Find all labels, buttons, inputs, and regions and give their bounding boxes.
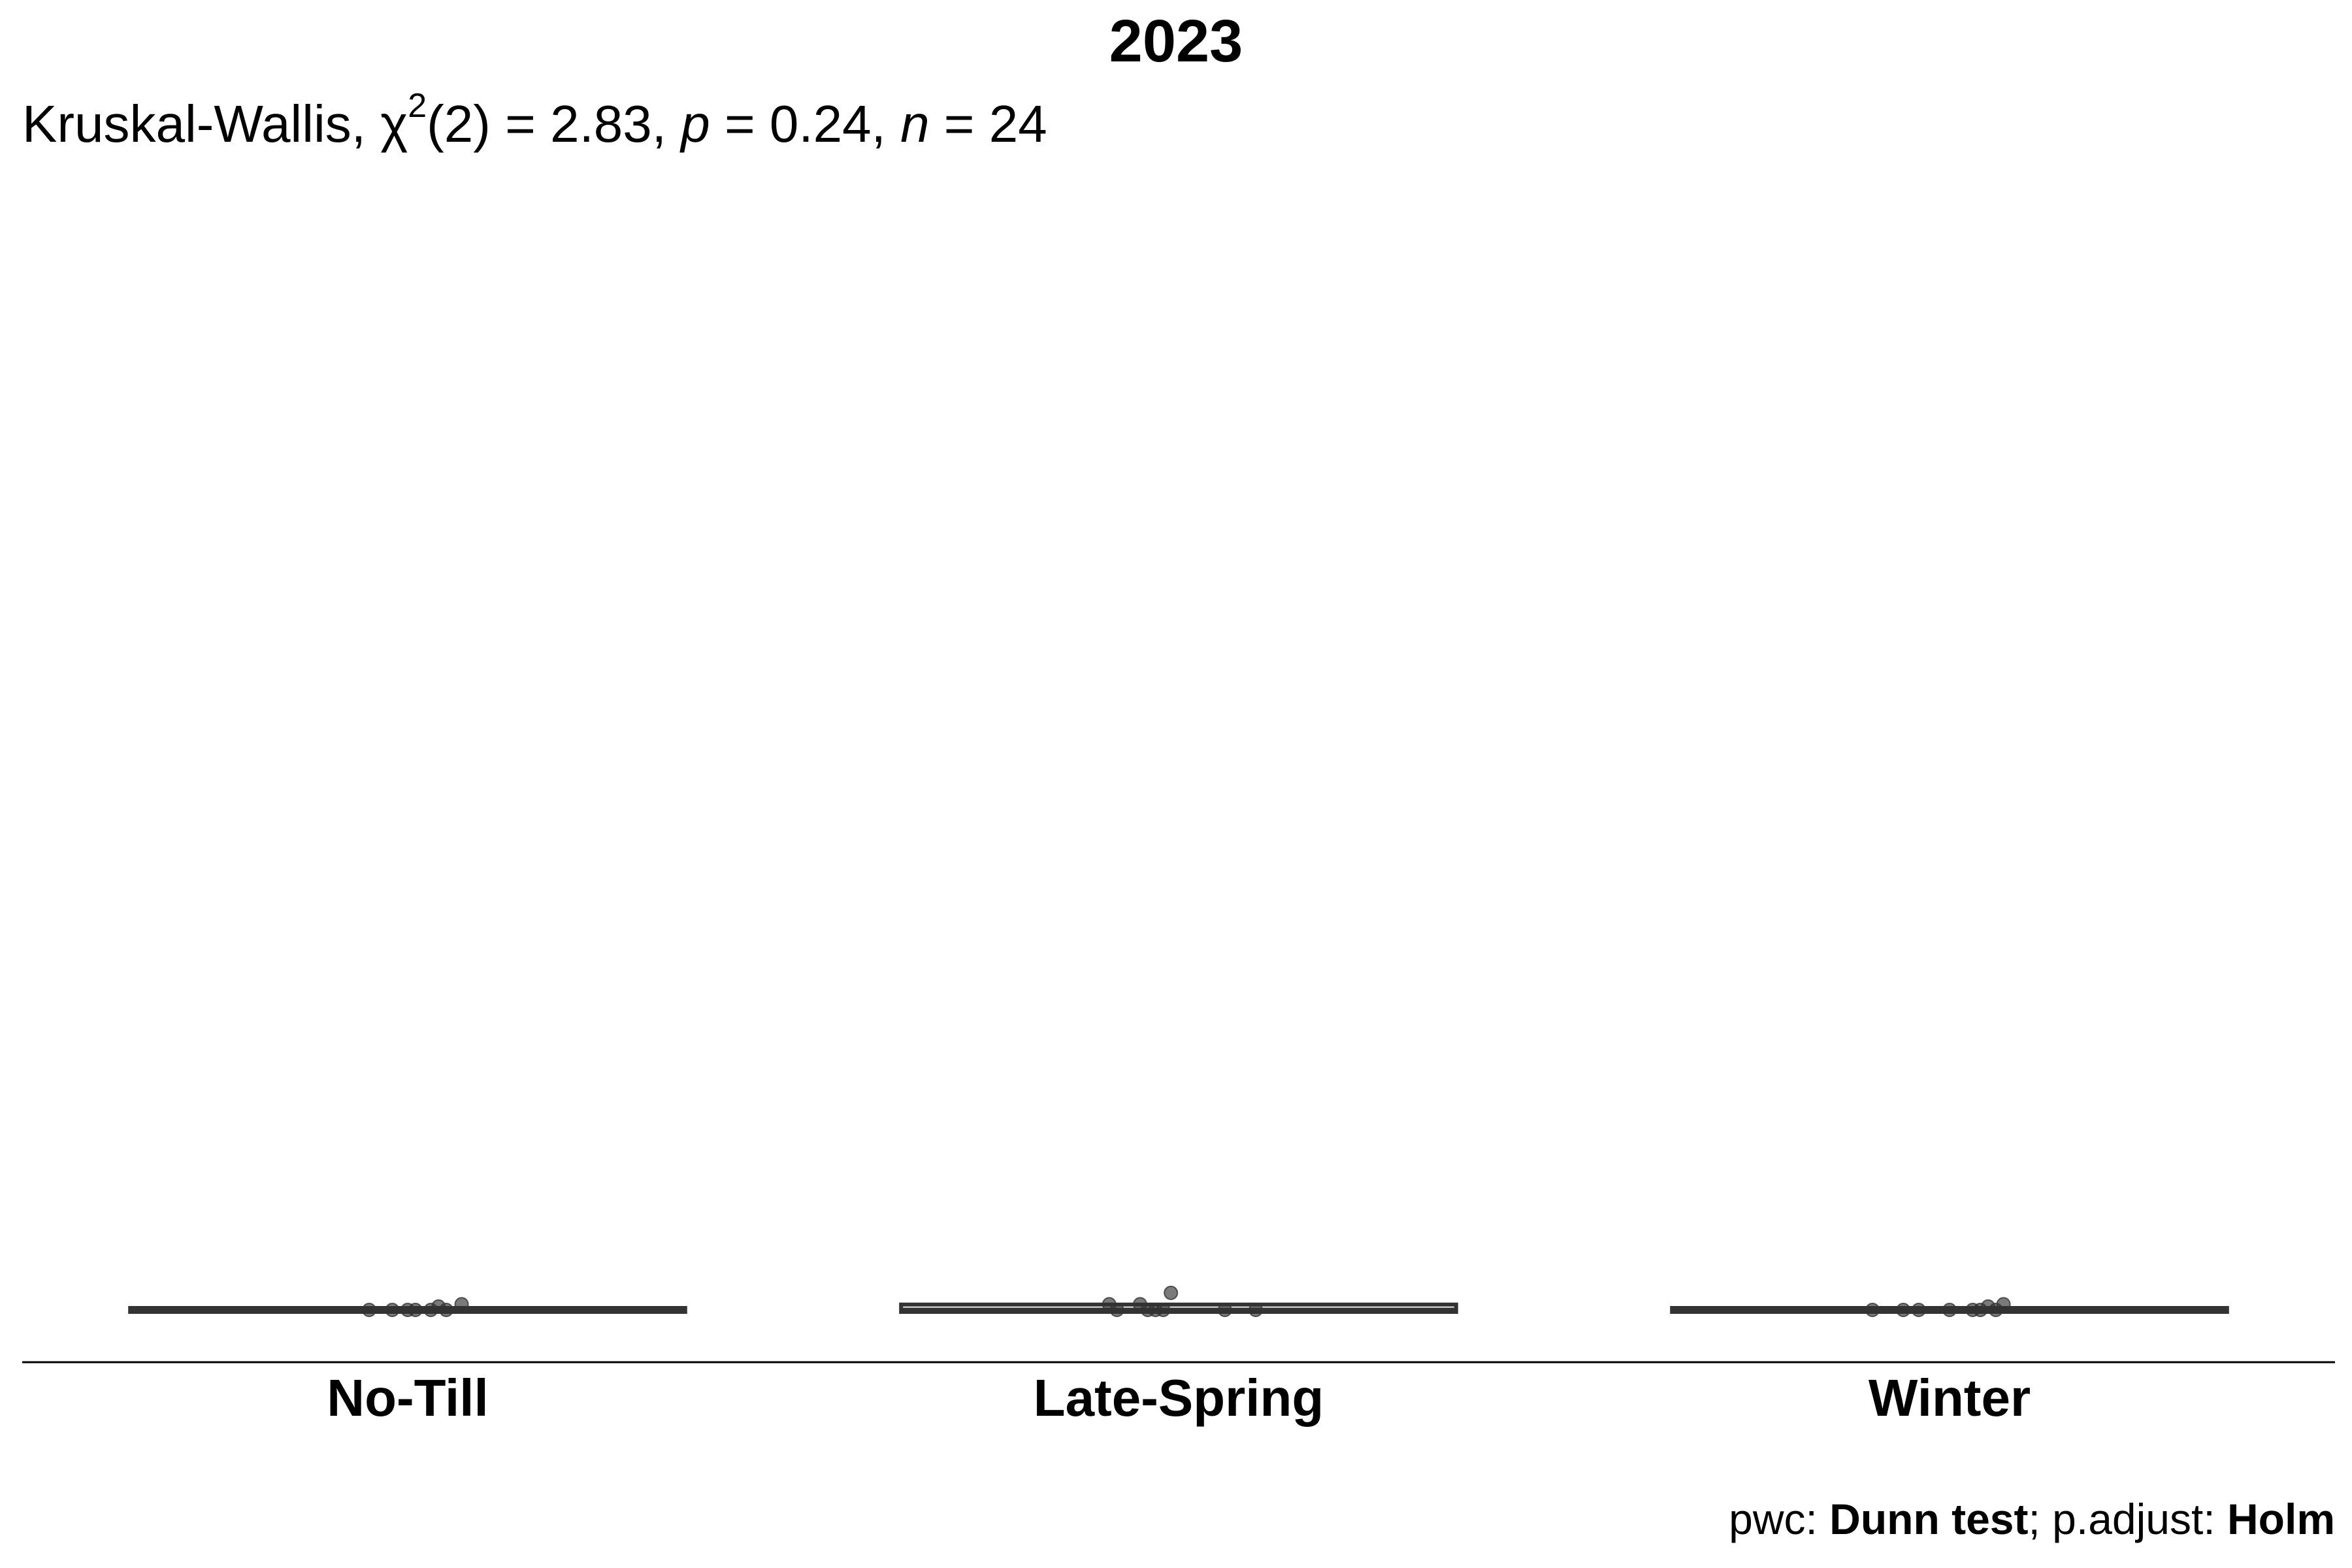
data-point-winter-3 xyxy=(1911,1303,1926,1317)
caption-separator: ; p.adjust: xyxy=(2028,1495,2227,1543)
data-point-late-spring-2 xyxy=(1109,1303,1124,1317)
data-point-no-till-8 xyxy=(454,1297,469,1312)
subtitle-chi-superscript: 2 xyxy=(408,87,427,125)
subtitle-n-value: = 24 xyxy=(929,95,1047,153)
data-point-no-till-1 xyxy=(362,1303,376,1317)
data-point-no-till-4 xyxy=(408,1303,423,1317)
subtitle-chi-symbol: χ xyxy=(380,95,408,153)
data-point-late-spring-9 xyxy=(1164,1285,1179,1300)
x-tick-label-no-till: No-Till xyxy=(327,1369,488,1427)
subtitle-n-label: n xyxy=(900,95,930,153)
data-point-late-spring-7 xyxy=(1217,1303,1232,1317)
caption-adjust-method: Holm xyxy=(2227,1495,2335,1543)
chart-caption: pwc: Dunn test; p.adjust: Holm xyxy=(1729,1490,2335,1548)
x-tick-label-winter: Winter xyxy=(1869,1369,2031,1427)
data-point-late-spring-6 xyxy=(1156,1303,1171,1317)
chart-title: 2023 xyxy=(1109,8,1243,74)
chart-subtitle: Kruskal-Wallis, χ2(2) = 2.83, p = 0.24, … xyxy=(22,87,1047,167)
subtitle-test-name: Kruskal-Wallis, xyxy=(22,95,381,153)
subtitle-chi-statistic: (2) = 2.83, xyxy=(427,95,681,153)
x-tick-label-late-spring: Late-Spring xyxy=(1034,1369,1324,1427)
data-point-late-spring-8 xyxy=(1249,1303,1263,1317)
data-point-winter-2 xyxy=(1896,1303,1911,1317)
data-point-winter-9 xyxy=(1996,1297,2011,1312)
caption-pwc-label: pwc: xyxy=(1729,1495,1830,1543)
data-point-no-till-2 xyxy=(385,1303,400,1317)
caption-pwc-method: Dunn test xyxy=(1829,1495,2029,1543)
subtitle-p-value: = 0.24, xyxy=(710,95,901,153)
data-point-no-till-7 xyxy=(431,1299,446,1314)
subtitle-p-label: p xyxy=(681,95,710,153)
data-point-winter-4 xyxy=(1942,1303,1957,1317)
data-point-winter-1 xyxy=(1865,1303,1880,1317)
